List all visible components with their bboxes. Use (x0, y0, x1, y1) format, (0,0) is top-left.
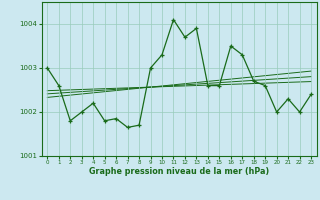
X-axis label: Graphe pression niveau de la mer (hPa): Graphe pression niveau de la mer (hPa) (89, 167, 269, 176)
